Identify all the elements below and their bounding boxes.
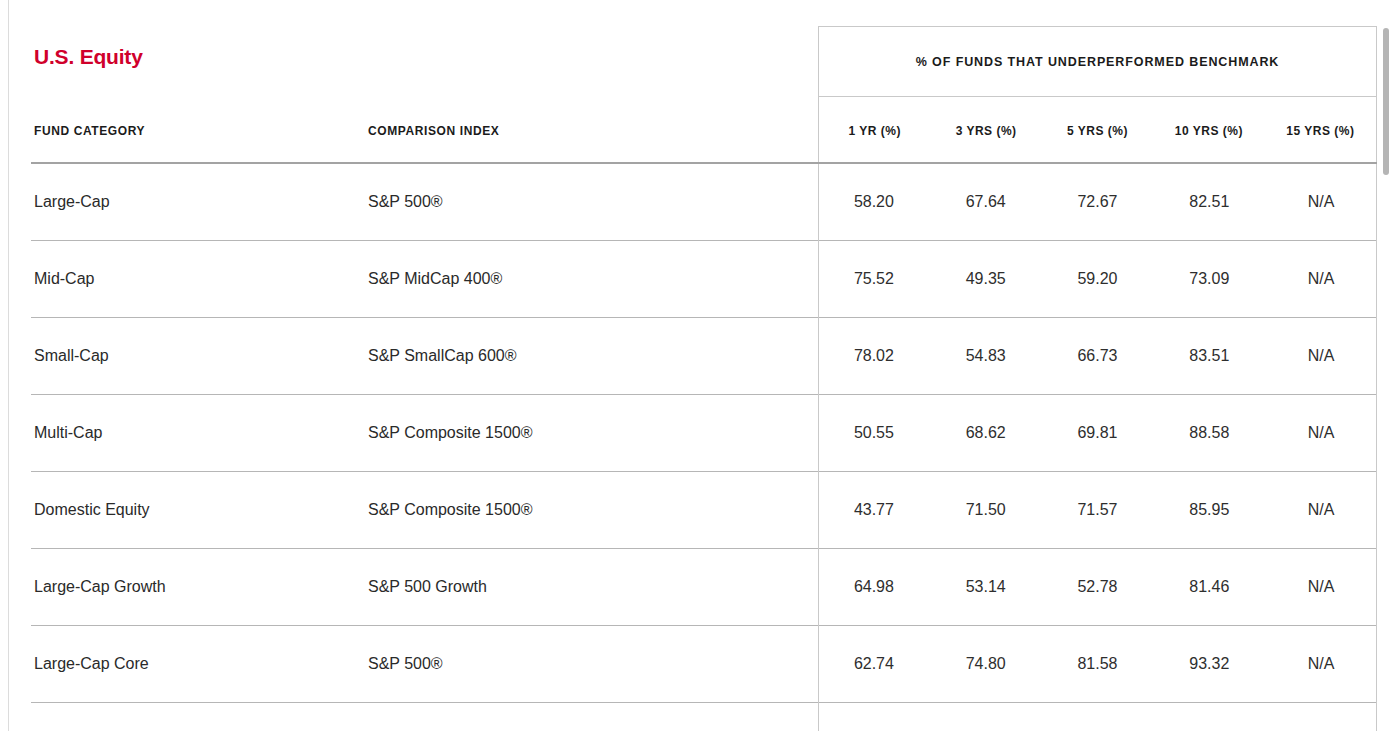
value-cell: 53.14 xyxy=(930,549,1042,625)
table-row: Large-Cap Core S&P 500® 62.74 74.80 81.5… xyxy=(31,626,1377,703)
value-cells: 43.77 71.50 71.57 85.95 N/A xyxy=(818,472,1377,548)
fund-category-header: FUND CATEGORY xyxy=(34,125,145,137)
value-cell: 75.52 xyxy=(818,241,930,317)
value-cell: 78.02 xyxy=(818,318,930,394)
value-cell: N/A xyxy=(1265,472,1377,548)
value-cell: 93.32 xyxy=(1153,626,1265,702)
comparison-index-cell: S&P 500® xyxy=(368,655,443,673)
value-cell: 54.83 xyxy=(930,318,1042,394)
value-cells: 62.74 74.80 81.58 93.32 N/A xyxy=(818,626,1377,702)
value-cells: 50.55 68.62 69.81 88.58 N/A xyxy=(818,395,1377,471)
section-title: U.S. Equity xyxy=(34,46,143,67)
value-cell: 69.81 xyxy=(1042,395,1154,471)
comparison-index-cell: S&P SmallCap 600® xyxy=(368,347,516,365)
table-column-border-right xyxy=(1376,164,1377,731)
period-header-15yrs: 15 YRS (%) xyxy=(1265,97,1376,164)
fund-category-cell: Large-Cap Growth xyxy=(34,578,166,596)
comparison-index-header: COMPARISON INDEX xyxy=(368,125,499,137)
value-cell: 71.57 xyxy=(1042,472,1154,548)
value-cells: 58.20 67.64 72.67 82.51 N/A xyxy=(818,164,1377,240)
value-cell: N/A xyxy=(1265,395,1377,471)
value-cell: 68.62 xyxy=(930,395,1042,471)
value-cell: 72.67 xyxy=(1042,164,1154,240)
value-cell: 82.51 xyxy=(1153,164,1265,240)
table-row: Small-Cap S&P SmallCap 600® 78.02 54.83 … xyxy=(31,318,1377,395)
comparison-index-cell: S&P Composite 1500® xyxy=(368,501,532,519)
value-cells: 75.52 49.35 59.20 73.09 N/A xyxy=(818,241,1377,317)
underperformed-benchmark-header-box: % OF FUNDS THAT UNDERPERFORMED BENCHMARK… xyxy=(818,26,1377,164)
value-cell: N/A xyxy=(1265,164,1377,240)
fund-category-cell: Large-Cap Core xyxy=(34,655,149,673)
spiva-report-page: U.S. Equity FUND CATEGORY COMPARISON IND… xyxy=(0,0,1390,731)
value-cell: 43.77 xyxy=(818,472,930,548)
vertical-scrollbar-thumb[interactable] xyxy=(1383,28,1389,175)
table-row: Domestic Equity S&P Composite 1500® 43.7… xyxy=(31,472,1377,549)
value-cell: 67.64 xyxy=(930,164,1042,240)
value-cell: 81.46 xyxy=(1153,549,1265,625)
value-cell: N/A xyxy=(1265,318,1377,394)
table-column-border-left xyxy=(818,164,819,731)
table-row: Mid-Cap S&P MidCap 400® 75.52 49.35 59.2… xyxy=(31,241,1377,318)
table-row: Large-Cap Growth S&P 500 Growth 64.98 53… xyxy=(31,549,1377,626)
value-cell: 85.95 xyxy=(1153,472,1265,548)
value-cell: N/A xyxy=(1265,626,1377,702)
value-cell: 71.50 xyxy=(930,472,1042,548)
period-header-10yrs: 10 YRS (%) xyxy=(1153,97,1264,164)
page-left-border xyxy=(8,0,9,731)
period-header-3yrs: 3 YRS (%) xyxy=(930,97,1041,164)
value-cell: 88.58 xyxy=(1153,395,1265,471)
period-header-row: 1 YR (%) 3 YRS (%) 5 YRS (%) 10 YRS (%) … xyxy=(819,97,1376,164)
value-cell: 62.74 xyxy=(818,626,930,702)
table-row: Multi-Cap S&P Composite 1500® 50.55 68.6… xyxy=(31,395,1377,472)
value-cell: 73.09 xyxy=(1153,241,1265,317)
fund-category-cell: Mid-Cap xyxy=(34,270,94,288)
value-cell: 52.78 xyxy=(1042,549,1154,625)
fund-category-cell: Large-Cap xyxy=(34,193,110,211)
fund-category-cell: Domestic Equity xyxy=(34,501,150,519)
value-cell: 59.20 xyxy=(1042,241,1154,317)
table-row: Large-Cap S&P 500® 58.20 67.64 72.67 82.… xyxy=(31,164,1377,241)
value-cell: 58.20 xyxy=(818,164,930,240)
value-cell: 66.73 xyxy=(1042,318,1154,394)
fund-category-cell: Multi-Cap xyxy=(34,424,102,442)
comparison-index-cell: S&P MidCap 400® xyxy=(368,270,502,288)
value-cell: 49.35 xyxy=(930,241,1042,317)
comparison-index-cell: S&P 500® xyxy=(368,193,443,211)
value-cell: 64.98 xyxy=(818,549,930,625)
value-cell: 83.51 xyxy=(1153,318,1265,394)
fund-category-cell: Small-Cap xyxy=(34,347,109,365)
comparison-index-cell: S&P Composite 1500® xyxy=(368,424,532,442)
value-cell: N/A xyxy=(1265,241,1377,317)
value-cell: 74.80 xyxy=(930,626,1042,702)
underperformed-benchmark-label: % OF FUNDS THAT UNDERPERFORMED BENCHMARK xyxy=(819,27,1376,97)
value-cell: 50.55 xyxy=(818,395,930,471)
comparison-index-cell: S&P 500 Growth xyxy=(368,578,487,596)
value-cell: 81.58 xyxy=(1042,626,1154,702)
value-cells: 78.02 54.83 66.73 83.51 N/A xyxy=(818,318,1377,394)
value-cells: 64.98 53.14 52.78 81.46 N/A xyxy=(818,549,1377,625)
table-body: Large-Cap S&P 500® 58.20 67.64 72.67 82.… xyxy=(31,164,1377,703)
period-header-1yr: 1 YR (%) xyxy=(819,97,930,164)
period-header-5yrs: 5 YRS (%) xyxy=(1042,97,1153,164)
value-cell: N/A xyxy=(1265,549,1377,625)
